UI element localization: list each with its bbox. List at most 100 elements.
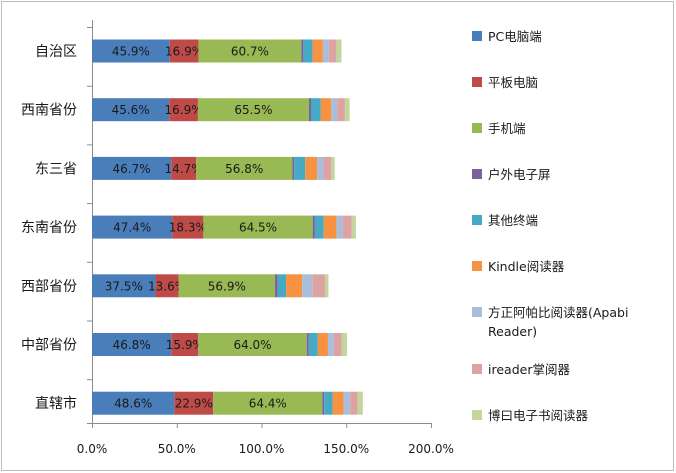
bar-segment xyxy=(155,274,179,298)
category-label: 东南省份 xyxy=(21,220,77,236)
bar-segment xyxy=(341,333,347,356)
data-label: 64.5% xyxy=(239,221,277,235)
bar-segment xyxy=(292,156,295,180)
bar-segment xyxy=(198,333,307,356)
bar-segment xyxy=(303,39,313,63)
x-tick-label: 0.0% xyxy=(77,442,108,456)
bar-segment xyxy=(342,215,352,239)
bar-segment xyxy=(306,333,309,356)
bar-segment xyxy=(324,391,333,415)
legend-label: 平板电脑 xyxy=(488,75,538,90)
data-label: 13.6% xyxy=(148,279,186,293)
bar-segment xyxy=(312,274,326,298)
bar-segment xyxy=(302,274,313,298)
bar-segment xyxy=(198,39,302,63)
data-label: 22.9% xyxy=(175,397,213,411)
bar-segment xyxy=(308,333,318,356)
bar-segment xyxy=(171,333,199,356)
legend-swatch xyxy=(472,410,482,420)
data-label: 18.3% xyxy=(169,221,207,235)
data-label: 48.6% xyxy=(114,397,152,411)
bar-segment xyxy=(322,391,325,415)
data-label: 15.9% xyxy=(166,338,204,352)
data-label: 56.9% xyxy=(208,279,246,293)
bar-segment xyxy=(294,156,306,180)
category-label: 东三省 xyxy=(35,161,77,177)
bar-segment xyxy=(351,215,356,239)
bar-segment xyxy=(317,333,328,356)
bar-segment xyxy=(286,274,303,298)
x-tick-label: 200.0% xyxy=(408,442,454,456)
bar-segment xyxy=(320,98,332,122)
bar-segment xyxy=(343,391,351,415)
legend-swatch xyxy=(472,261,482,271)
legend-swatch xyxy=(472,169,482,179)
bar-segment xyxy=(178,274,276,298)
legend-swatch xyxy=(472,364,482,374)
bar-segment xyxy=(301,39,304,63)
bar-segment xyxy=(325,274,329,298)
bar-segment xyxy=(171,156,197,180)
data-label: 56.8% xyxy=(225,162,263,176)
x-tick-label: 100.0% xyxy=(239,442,285,456)
bar-segment xyxy=(172,215,204,239)
bar-segment xyxy=(169,98,198,122)
bar-segment xyxy=(322,39,329,63)
legend-label: Reader) xyxy=(488,324,537,339)
data-label: 46.7% xyxy=(113,162,151,176)
bar-segment xyxy=(317,156,324,180)
bar-segment xyxy=(197,98,309,122)
legend-label: Kindle阅读器 xyxy=(488,259,565,274)
bar-segment xyxy=(336,215,343,239)
legend-label: 手机端 xyxy=(488,121,526,136)
data-label: 47.4% xyxy=(113,221,151,235)
plot-area: 0.0% 50.0% 100.0% 150.0% 200.0% 自治区西南省份东三省东南省… xyxy=(21,20,454,456)
bar-segment xyxy=(323,215,337,239)
bar-segment xyxy=(92,274,156,298)
category-label: 中部省份 xyxy=(21,338,77,354)
bar-segment xyxy=(337,98,345,122)
data-label: 46.8% xyxy=(113,338,151,352)
data-label: 64.0% xyxy=(233,338,271,352)
x-tick-label: 150.0% xyxy=(323,442,369,456)
data-label: 16.9% xyxy=(165,103,203,117)
bar-segment xyxy=(92,39,170,63)
bar-segment xyxy=(196,156,293,180)
data-label: 16.9% xyxy=(165,45,203,59)
bar-segment xyxy=(312,215,315,239)
legend-swatch xyxy=(472,77,482,87)
data-label: 45.6% xyxy=(112,103,150,117)
legend-label: 户外电子屏 xyxy=(488,167,551,182)
bar-segment xyxy=(312,39,323,63)
bar-segment xyxy=(310,98,321,122)
data-label: 60.7% xyxy=(231,45,269,59)
bar-segment xyxy=(275,274,278,298)
bar-segment xyxy=(308,98,311,122)
x-tick-label: 50.0% xyxy=(158,442,196,456)
legend-label: PC电脑端 xyxy=(488,29,542,44)
bar-segment xyxy=(328,39,337,63)
category-label: 西部省份 xyxy=(21,279,77,295)
legend-swatch xyxy=(472,31,482,41)
bar-segment xyxy=(331,98,338,122)
bar-segment xyxy=(332,391,344,415)
bar-segment xyxy=(305,156,318,180)
data-label: 65.5% xyxy=(234,103,272,117)
bar-segment xyxy=(333,333,342,356)
legend-label: 方正阿帕比阅读器(Apabi xyxy=(488,305,628,320)
legend-swatch xyxy=(472,307,482,317)
bar-segment xyxy=(213,391,323,415)
data-label: 64.4% xyxy=(249,397,287,411)
bar-segment xyxy=(203,215,313,239)
data-label: 45.9% xyxy=(112,45,150,59)
bar-segment xyxy=(314,215,324,239)
category-label: 西南省份 xyxy=(21,103,77,119)
bar-segment xyxy=(331,156,335,180)
bar-segment xyxy=(327,333,334,356)
bar-segment xyxy=(92,215,173,239)
data-label: 37.5% xyxy=(105,279,143,293)
bar-segment xyxy=(92,391,175,415)
bar-segment xyxy=(277,274,287,298)
bar-segment xyxy=(92,156,172,180)
